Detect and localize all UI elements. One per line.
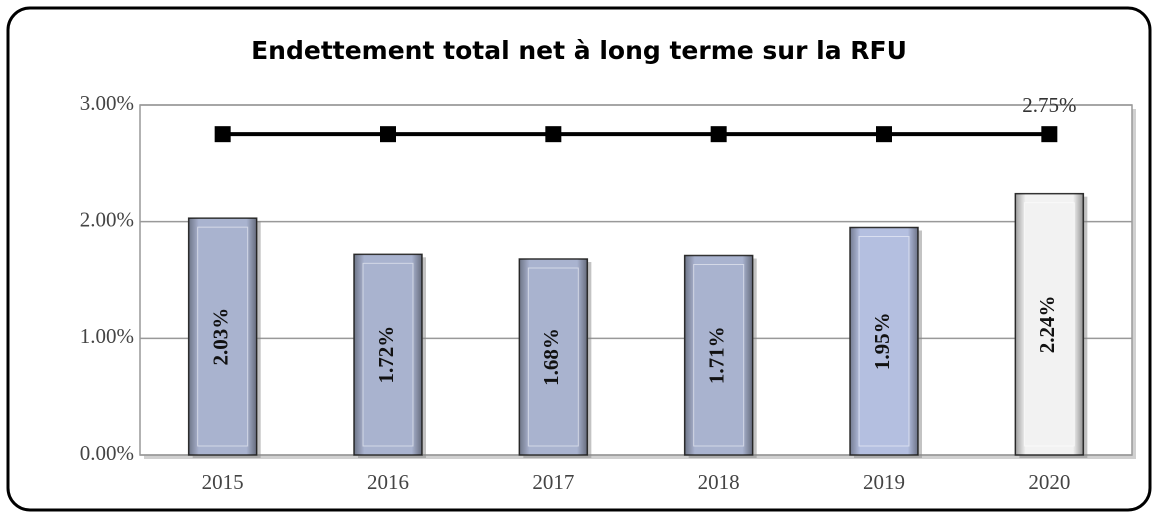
chart-title: Endettement total net à long terme sur l… xyxy=(251,36,907,65)
bar-face xyxy=(527,267,579,447)
x-tick-label: 2019 xyxy=(863,470,905,494)
bar-face xyxy=(362,262,414,447)
plot-area xyxy=(139,104,1133,456)
x-tick-label: 2016 xyxy=(367,470,409,494)
line-marker xyxy=(710,126,727,143)
data-label: 1.95% xyxy=(870,312,894,370)
data-label: 2.75% xyxy=(1022,93,1076,117)
bar-face xyxy=(693,264,745,447)
x-tick-label: 2017 xyxy=(532,470,574,494)
line-marker xyxy=(876,126,892,143)
x-tick-label: 2015 xyxy=(202,470,244,494)
y-tick-label: 0.00% xyxy=(80,441,134,465)
y-tick-label: 2.00% xyxy=(80,207,134,231)
line-marker xyxy=(380,126,396,143)
y-tick-label: 1.00% xyxy=(80,324,134,348)
data-label: 1.68% xyxy=(539,328,563,386)
bar-face xyxy=(197,226,249,447)
data-label: 1.71% xyxy=(704,326,728,384)
bar-face xyxy=(1023,202,1075,447)
line-marker xyxy=(214,126,231,143)
x-tick-label: 2020 xyxy=(1028,470,1070,494)
y-tick-label: 3.00% xyxy=(80,91,134,115)
x-tick-label: 2018 xyxy=(698,470,740,494)
bar-face xyxy=(858,236,910,447)
data-label: 2.03% xyxy=(208,308,232,366)
data-label: 2.24% xyxy=(1035,295,1059,353)
data-label: 1.72% xyxy=(374,326,398,384)
line-marker xyxy=(1041,126,1058,143)
line-marker xyxy=(545,126,562,143)
